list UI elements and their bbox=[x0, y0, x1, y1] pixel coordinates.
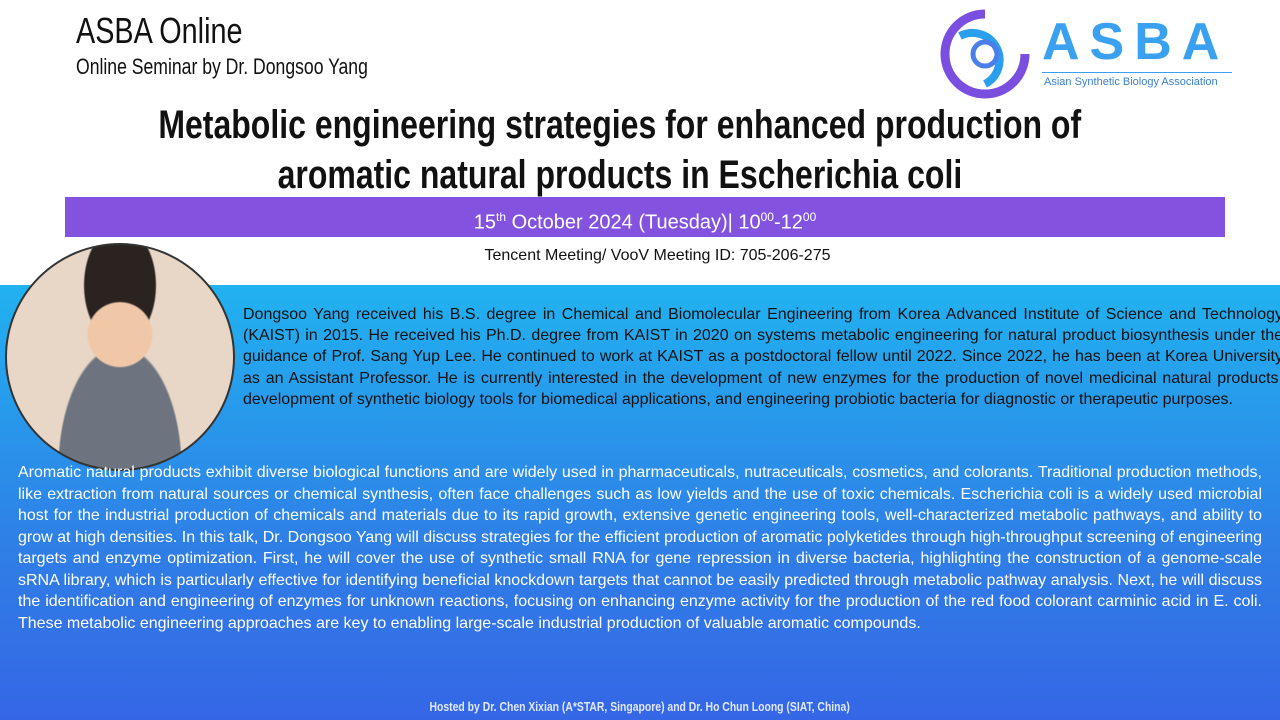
asba-logo: ASBA Asian Synthetic Biology Association bbox=[930, 6, 1250, 102]
meeting-id: Tencent Meeting/ VooV Meeting ID: 705-20… bbox=[484, 247, 831, 264]
seminar-subtitle: Online Seminar by Dr. Dongsoo Yang bbox=[76, 54, 368, 79]
talk-abstract: Aromatic natural products exhibit divers… bbox=[18, 464, 1262, 632]
speaker-bio: Dongsoo Yang received his B.S. degree in… bbox=[243, 306, 1280, 408]
date-banner: 15th October 2024 (Tuesday)| 1000-1200 bbox=[65, 197, 1225, 237]
org-title: ASBA Online bbox=[76, 10, 243, 51]
hosts-footer: Hosted by Dr. Chen Xixian (A*STAR, Singa… bbox=[429, 699, 851, 714]
speaker-photo bbox=[5, 243, 235, 471]
seminar-title: Metabolic engineering strategies for enh… bbox=[158, 103, 1082, 197]
swirl-logo-icon bbox=[940, 9, 1030, 99]
